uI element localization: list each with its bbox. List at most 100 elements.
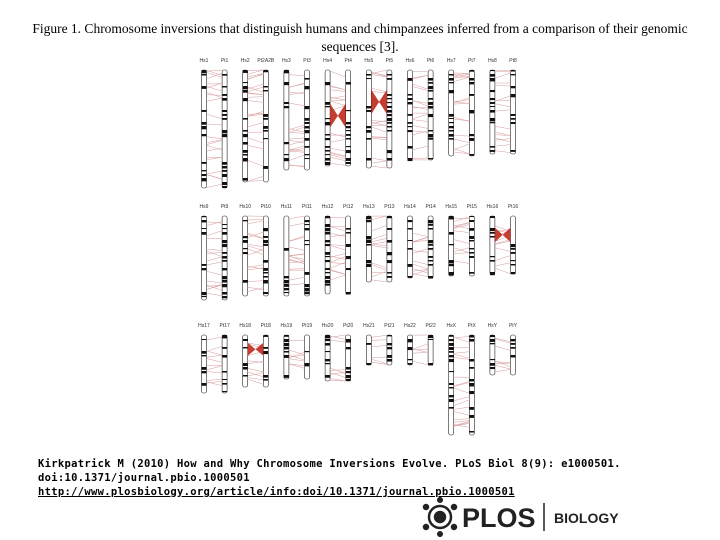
band <box>386 359 392 362</box>
band <box>366 244 372 246</box>
band <box>222 371 228 373</box>
band <box>283 288 289 291</box>
band <box>386 74 392 76</box>
band <box>222 347 228 349</box>
band <box>283 82 289 86</box>
band <box>448 82 454 84</box>
synteny-line <box>206 292 223 297</box>
synteny-line <box>412 106 429 110</box>
url-link[interactable]: http://www.plosbiology.org/article/info:… <box>38 486 515 498</box>
band <box>489 98 495 101</box>
band <box>201 268 207 271</box>
band <box>263 236 269 238</box>
band <box>283 335 289 337</box>
band <box>304 240 310 242</box>
synteny-line <box>453 411 470 416</box>
synteny-line <box>288 358 305 362</box>
synteny-line <box>206 280 223 284</box>
synteny-line <box>330 226 346 232</box>
band <box>242 367 248 370</box>
synteny-line <box>247 287 264 292</box>
band <box>407 264 413 267</box>
band <box>201 134 207 137</box>
band <box>345 150 351 154</box>
band <box>222 252 228 254</box>
synteny-line <box>453 224 470 229</box>
synteny-line <box>494 337 511 342</box>
synteny-line <box>247 232 264 239</box>
band <box>242 248 248 250</box>
synteny-line <box>371 279 387 283</box>
band <box>242 252 248 255</box>
synteny-line <box>453 406 470 410</box>
synteny-line <box>206 183 223 188</box>
synteny-line <box>453 239 470 244</box>
synteny-line <box>288 150 305 153</box>
band <box>222 383 228 385</box>
band <box>242 240 248 243</box>
band <box>366 138 372 140</box>
synteny-line <box>371 137 387 141</box>
chromosome-label: Hs18 <box>239 323 251 329</box>
band <box>469 272 475 274</box>
chromosome <box>489 215 496 275</box>
band <box>428 248 434 250</box>
synteny-line <box>288 154 305 161</box>
synteny-line <box>453 382 470 387</box>
band <box>489 343 495 345</box>
logo-brand: PLOS <box>462 503 536 533</box>
band <box>201 351 207 354</box>
band <box>345 82 351 85</box>
chromosome-label: Pt19 <box>302 323 313 329</box>
synteny-line <box>453 353 470 359</box>
synteny-line <box>494 137 511 143</box>
band <box>345 162 351 165</box>
band <box>386 252 392 256</box>
band <box>448 244 454 246</box>
band <box>469 70 475 72</box>
band <box>283 347 289 350</box>
band <box>242 347 248 349</box>
synteny-line <box>206 261 223 266</box>
chromosome-label: Pt4 <box>344 58 352 64</box>
synteny-line <box>412 348 429 353</box>
band <box>386 150 392 154</box>
band <box>263 86 269 88</box>
band <box>407 220 413 223</box>
chromosome-label: Hs6 <box>406 58 415 64</box>
synteny-line <box>412 269 429 276</box>
synteny-line <box>494 247 511 252</box>
synteny-line <box>330 256 346 263</box>
synteny-line <box>247 111 264 117</box>
band <box>386 347 392 350</box>
synteny-line <box>288 74 305 77</box>
band <box>345 232 351 234</box>
synteny-line <box>288 363 305 367</box>
synteny-line <box>247 93 264 96</box>
band <box>201 367 207 370</box>
band <box>242 134 248 138</box>
band <box>366 264 372 267</box>
synteny-line <box>412 70 429 72</box>
synteny-line <box>288 261 305 263</box>
synteny-line <box>453 222 470 228</box>
band <box>448 347 454 350</box>
band <box>263 114 269 117</box>
synteny-line <box>371 356 387 359</box>
band <box>489 118 495 122</box>
band <box>283 343 289 347</box>
band <box>325 138 331 141</box>
synteny-line <box>453 135 470 137</box>
synteny-line <box>206 136 223 140</box>
chromosome-label: Pt16 <box>508 204 519 210</box>
band <box>469 154 475 156</box>
synteny-line <box>206 113 223 120</box>
synteny-line <box>288 102 305 106</box>
synteny-line <box>371 124 387 126</box>
band <box>448 355 454 358</box>
inversion <box>330 103 346 128</box>
band <box>304 122 310 124</box>
band <box>428 228 434 230</box>
synteny-line <box>412 263 429 270</box>
synteny-line <box>453 351 470 354</box>
